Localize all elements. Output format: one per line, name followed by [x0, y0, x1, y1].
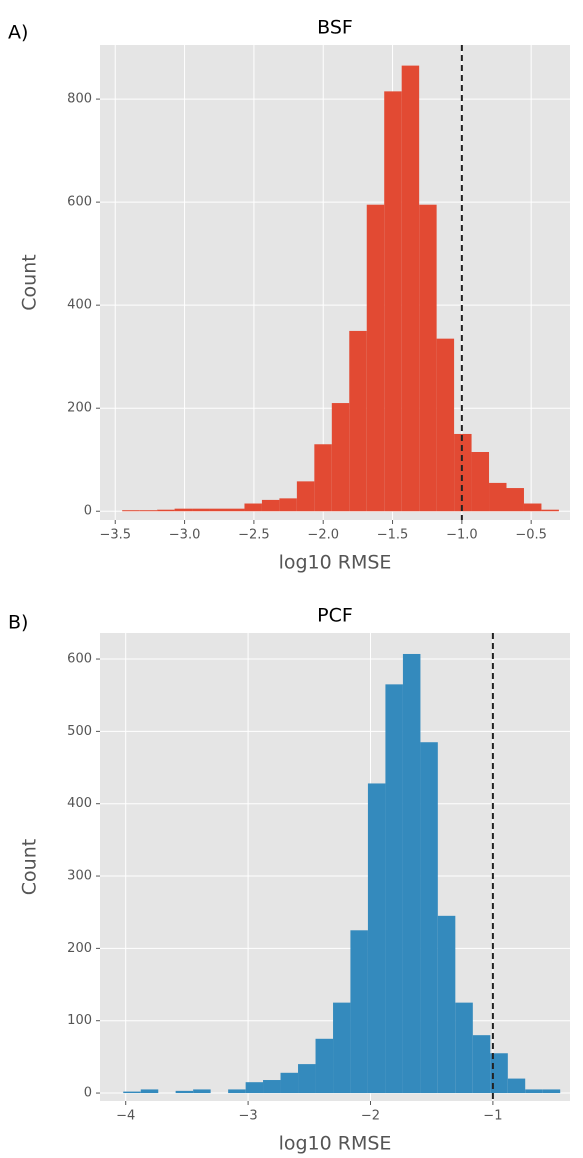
x-tick-label: −3.5	[99, 528, 131, 543]
bar	[140, 1089, 159, 1094]
bar	[489, 482, 507, 512]
y-tick-label: 0	[84, 504, 92, 519]
bar	[226, 508, 245, 512]
y-tick-label: 800	[67, 92, 92, 107]
bar	[175, 1090, 194, 1094]
panel-label: A)	[8, 22, 28, 44]
bar	[122, 510, 140, 512]
x-tick-label: −2.5	[238, 528, 270, 543]
x-tick-label: −4	[116, 1109, 135, 1124]
y-tick-label: 100	[67, 1013, 92, 1028]
bar	[523, 503, 542, 512]
bar	[420, 742, 438, 1094]
y-tick-label: 200	[67, 401, 92, 416]
bar	[296, 481, 315, 512]
bar	[384, 91, 402, 512]
bar	[385, 684, 403, 1094]
bar	[245, 1082, 264, 1094]
bar	[471, 451, 490, 512]
bar	[314, 444, 332, 512]
bar	[228, 1089, 246, 1094]
y-tick-label: 500	[67, 724, 92, 739]
bar	[402, 653, 421, 1094]
bar	[507, 1078, 526, 1094]
x-tick-label: −3.0	[169, 528, 201, 543]
y-tick-label: 400	[67, 298, 92, 313]
bar	[209, 508, 227, 512]
bar	[542, 1089, 561, 1094]
bar	[454, 433, 472, 512]
chart-title: BSF	[317, 17, 353, 39]
bar	[367, 783, 386, 1094]
bar	[401, 65, 420, 512]
x-tick-label: −1	[483, 1109, 502, 1124]
y-tick-label: 0	[84, 1086, 92, 1101]
bar	[541, 509, 559, 512]
x-tick-label: −2	[361, 1109, 380, 1124]
bar	[157, 509, 175, 512]
bar	[279, 498, 297, 512]
bar	[350, 930, 368, 1094]
bar	[490, 1053, 508, 1094]
bar	[139, 510, 158, 512]
bar	[525, 1089, 543, 1094]
bar	[263, 1080, 281, 1094]
bar	[437, 915, 456, 1094]
panel-label: B)	[8, 612, 28, 634]
bar	[472, 1035, 491, 1094]
x-tick-label: −0.5	[515, 528, 547, 543]
bar	[261, 499, 280, 512]
bar	[123, 1091, 141, 1094]
x-tick-label: −2.0	[307, 528, 339, 543]
bar	[419, 204, 437, 512]
x-axis-label: log10 RMSE	[279, 552, 392, 574]
bar	[280, 1072, 299, 1094]
y-tick-label: 300	[67, 869, 92, 884]
y-axis-label: Count	[19, 254, 41, 310]
x-tick-label: −1.5	[377, 528, 409, 543]
bar	[366, 204, 385, 512]
bar	[349, 330, 367, 512]
x-tick-label: −1.0	[446, 528, 478, 543]
bar	[193, 1089, 211, 1094]
y-axis-label: Count	[19, 839, 41, 895]
bar	[192, 508, 210, 512]
bar	[244, 503, 262, 512]
y-tick-label: 600	[67, 652, 92, 667]
bar	[436, 338, 455, 512]
bar	[331, 403, 350, 512]
y-tick-label: 600	[67, 195, 92, 210]
x-tick-label: −3	[239, 1109, 258, 1124]
bar	[315, 1038, 334, 1094]
bar	[506, 488, 524, 512]
chart-title: PCF	[317, 605, 353, 627]
bar	[455, 1002, 473, 1094]
bar	[298, 1064, 316, 1094]
y-tick-label: 200	[67, 941, 92, 956]
bar	[174, 508, 193, 512]
bar	[333, 1002, 351, 1094]
y-tick-label: 400	[67, 796, 92, 811]
x-axis-label: log10 RMSE	[279, 1133, 392, 1155]
